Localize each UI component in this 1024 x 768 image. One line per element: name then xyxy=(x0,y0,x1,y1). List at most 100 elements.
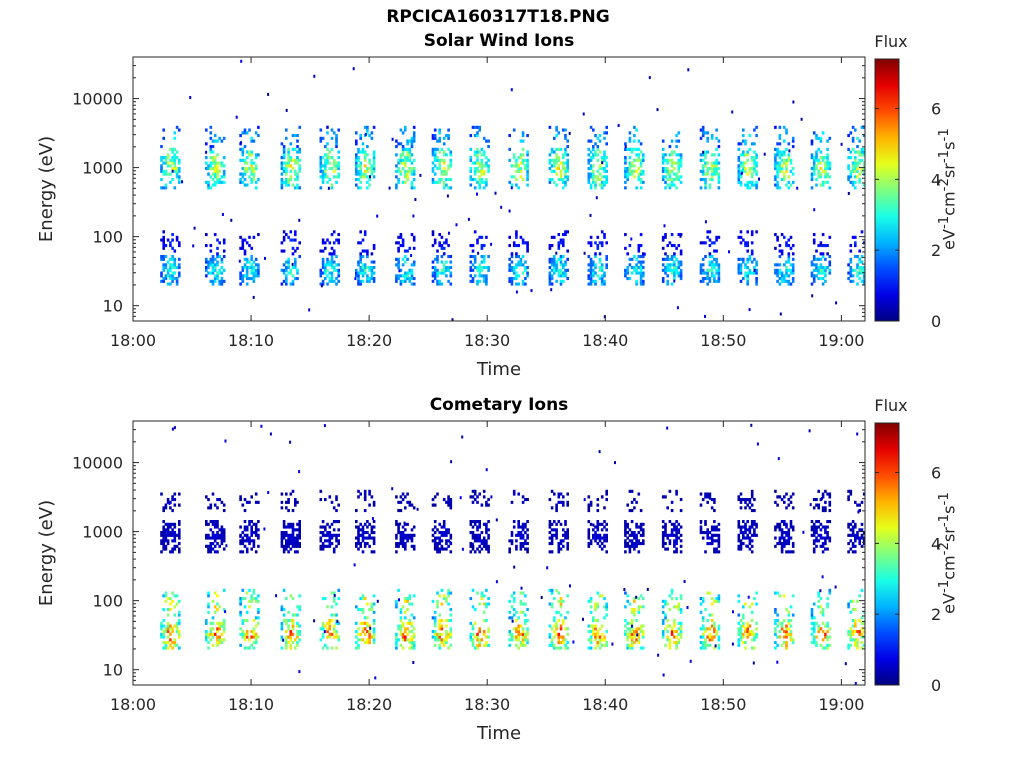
flux-cell xyxy=(559,172,563,176)
flux-cell xyxy=(241,266,245,270)
flux-cell xyxy=(566,500,569,504)
flux-cell xyxy=(706,271,709,275)
flux-cell xyxy=(559,279,563,283)
flux-cell xyxy=(598,167,602,171)
flux-cell xyxy=(478,627,481,631)
flux-cell xyxy=(708,178,712,182)
flux-cell xyxy=(706,136,709,140)
flux-cell xyxy=(521,255,525,259)
flux-cell xyxy=(699,492,703,496)
flux-cell xyxy=(243,145,247,149)
flux-cell xyxy=(548,282,552,286)
flux-cell xyxy=(280,161,284,165)
flux-cell xyxy=(592,175,595,179)
flux-cell xyxy=(706,150,709,154)
flux-cell xyxy=(589,263,593,267)
flux-cell xyxy=(395,605,398,609)
flux-cell xyxy=(600,279,604,283)
flux-cell xyxy=(637,158,641,162)
flux-cell xyxy=(482,169,486,173)
flux-cell xyxy=(821,244,825,248)
flux-cell xyxy=(624,271,627,275)
flux-cell xyxy=(587,282,591,286)
flux-cell xyxy=(449,635,453,639)
flux-cell xyxy=(787,279,791,283)
flux-cell xyxy=(742,164,745,168)
flux-cell xyxy=(289,594,293,598)
flux-cell xyxy=(485,522,488,526)
flux-speckle xyxy=(747,595,750,599)
flux-cell xyxy=(856,150,859,154)
flux-speckle xyxy=(189,96,192,99)
flux-cell xyxy=(519,175,523,179)
flux-cell xyxy=(287,536,290,540)
flux-cell xyxy=(335,539,338,543)
flux-cell xyxy=(710,533,714,537)
flux-cell xyxy=(753,646,756,650)
flux-cell xyxy=(753,533,756,537)
flux-cell xyxy=(480,178,484,182)
flux-cell xyxy=(564,271,567,275)
flux-cell xyxy=(280,172,284,176)
flux-cell xyxy=(519,591,523,595)
flux-cell xyxy=(524,522,527,526)
flux-cell xyxy=(485,635,488,639)
flux-cell xyxy=(851,279,855,283)
flux-cell xyxy=(673,183,676,187)
flux-cell xyxy=(372,260,376,264)
flux-cell xyxy=(408,150,412,154)
flux-cell xyxy=(710,169,714,173)
flux-cell xyxy=(216,180,219,184)
flux-cell xyxy=(406,147,409,151)
flux-cell xyxy=(250,594,253,598)
flux-cell xyxy=(594,602,597,606)
flux-cell xyxy=(447,591,450,595)
flux-cell xyxy=(337,161,340,165)
flux-cell xyxy=(473,533,477,537)
flux-cell xyxy=(815,266,818,270)
flux-cell xyxy=(239,246,242,250)
flux-cell xyxy=(412,125,416,129)
flux-cell xyxy=(748,630,752,634)
flux-cell xyxy=(548,244,552,248)
flux-cell xyxy=(408,156,412,160)
flux-cell xyxy=(517,156,520,160)
flux-cell xyxy=(171,550,174,554)
flux-cell xyxy=(162,244,165,248)
flux-cell xyxy=(222,638,226,642)
flux-speckle xyxy=(181,180,184,184)
flux-cell xyxy=(699,531,703,535)
flux-cell xyxy=(847,164,850,168)
flux-cell xyxy=(438,522,441,526)
flux-cell xyxy=(708,591,712,595)
flux-cell xyxy=(849,156,853,160)
flux-cell xyxy=(412,277,416,281)
flux-cell xyxy=(787,180,791,184)
flux-cell xyxy=(357,542,360,546)
flux-cell xyxy=(436,282,439,286)
flux-cell xyxy=(399,643,403,647)
flux-cell xyxy=(319,128,323,132)
flux-cell xyxy=(715,268,718,272)
flux-cell xyxy=(171,547,174,551)
flux-cell xyxy=(359,268,362,272)
flux-cell xyxy=(668,533,672,537)
flux-cell xyxy=(555,531,558,535)
flux-cell xyxy=(510,282,514,286)
flux-cell xyxy=(178,175,181,179)
flux-cell xyxy=(178,492,181,496)
flux-cell xyxy=(207,533,210,537)
flux-speckle xyxy=(353,563,356,567)
flux-cell xyxy=(746,627,749,631)
flux-cell xyxy=(559,178,563,182)
flux-cell xyxy=(359,544,362,548)
flux-speckle xyxy=(171,427,174,431)
flux-cell xyxy=(211,621,215,625)
flux-cell xyxy=(370,260,374,264)
flux-speckle xyxy=(451,318,454,321)
flux-cell xyxy=(819,263,823,267)
flux-cell xyxy=(815,183,818,187)
flux-cell xyxy=(287,147,290,151)
flux-cell xyxy=(412,533,416,537)
flux-cell xyxy=(438,178,441,182)
